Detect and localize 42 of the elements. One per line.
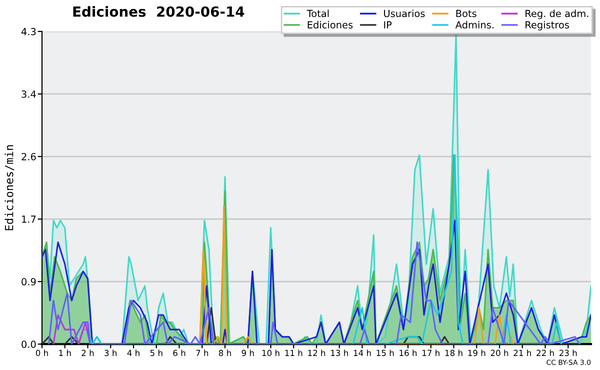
legend-label: Reg. de adm. bbox=[526, 10, 588, 20]
x-tick-label: 8 h bbox=[218, 350, 231, 356]
y-tick-label: 2.6 bbox=[22, 152, 36, 160]
legend-label: Ediciones bbox=[308, 20, 353, 29]
x-tick-label: 16 h bbox=[400, 350, 417, 356]
x-tick-label: 3 h bbox=[104, 350, 117, 356]
legend-label: Total bbox=[306, 10, 329, 18]
legend-label: IP bbox=[384, 21, 392, 28]
y-tick-label: 0.0 bbox=[22, 340, 36, 348]
x-tick-label: 0 h bbox=[36, 350, 48, 356]
x-tick-label: 22 h bbox=[536, 350, 554, 356]
y-tick-label: 1.7 bbox=[22, 216, 36, 223]
legend-label: Registros bbox=[526, 20, 570, 30]
x-tick-label: 10 h bbox=[262, 350, 280, 356]
x-tick-label: 4 h bbox=[127, 350, 140, 356]
y-tick-label: 3.4 bbox=[22, 90, 36, 98]
y-tick-label: 0.9 bbox=[22, 278, 36, 286]
line-series bbox=[52, 314, 91, 344]
legend-label: Usuarios bbox=[384, 10, 425, 18]
x-tick-label: 11 h bbox=[285, 350, 302, 356]
x-tick-label: 14 h bbox=[354, 350, 371, 356]
x-tick-label: 23 h bbox=[559, 350, 577, 356]
legend-label: Admins. bbox=[455, 20, 494, 29]
x-tick-label: 6 h bbox=[173, 350, 186, 356]
x-tick-label: 12 h bbox=[308, 350, 326, 356]
x-tick-label: 1 h bbox=[59, 350, 71, 356]
x-tick-label: 17 h bbox=[422, 350, 440, 356]
y-axis-title: Ediciones/min bbox=[4, 145, 14, 230]
x-tick-label: 18 h bbox=[445, 350, 462, 356]
chart-title: Ediciones 2020-06-14 bbox=[73, 6, 244, 17]
x-tick-label: 5 h bbox=[150, 350, 162, 356]
x-tick-label: 20 h bbox=[490, 350, 508, 356]
legend-label: Bots bbox=[456, 10, 476, 18]
x-tick-label: 19 h bbox=[468, 350, 486, 356]
x-tick-label: 13 h bbox=[331, 350, 348, 356]
y-tick-label: 4.3 bbox=[21, 28, 36, 36]
x-tick-label: 9 h bbox=[242, 350, 254, 356]
x-tick-label: 7 h bbox=[196, 350, 208, 356]
line-series bbox=[48, 242, 580, 344]
x-tick-label: 15 h bbox=[376, 350, 394, 356]
x-tick-label: 21 h bbox=[514, 350, 531, 356]
x-tick-label: 2 h bbox=[82, 350, 94, 356]
